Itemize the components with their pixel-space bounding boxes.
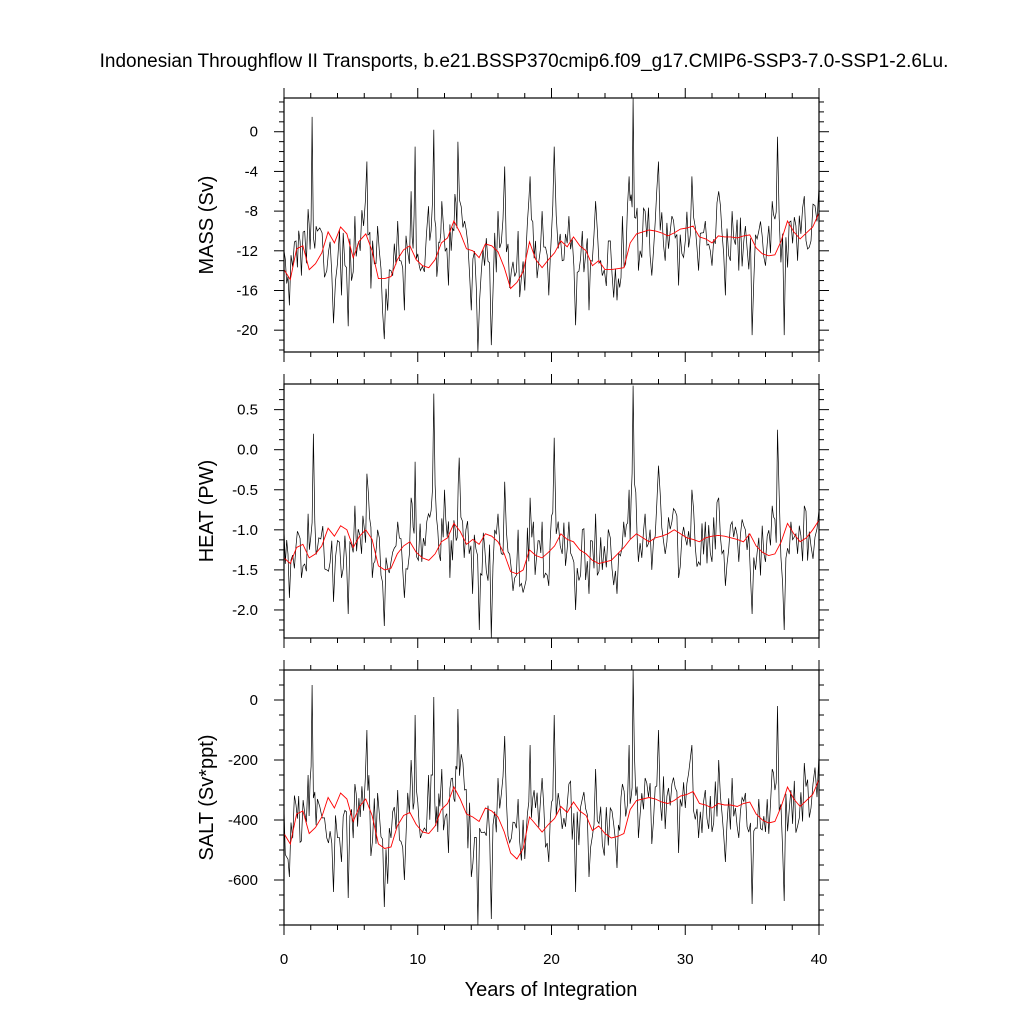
y-axis-label: HEAT (PW) xyxy=(196,460,218,563)
panel-1: 0.5 0.0 -0.5 -1.0 -1.5 -2.0 HEAT (PW) xyxy=(196,374,829,648)
y-axis-label: SALT (Sv*ppt) xyxy=(196,735,218,861)
y-tick-label: -1.5 xyxy=(232,562,258,579)
y-tick-label: -8 xyxy=(245,203,258,220)
y-tick-label: -2.0 xyxy=(232,602,258,619)
y-tick-label: -400 xyxy=(228,812,258,829)
x-axis-label: Years of Integration xyxy=(465,979,638,1001)
figure-title: Indonesian Throughflow II Transports, b.… xyxy=(100,51,949,72)
y-tick-label: 0 xyxy=(250,692,258,709)
monthly-series-line xyxy=(283,669,820,926)
monthly-series-line xyxy=(283,385,820,639)
panel-0: 0 -4 -8 -12 -16 -20 MASS (Sv) xyxy=(196,88,829,362)
y-tick-label: -1.0 xyxy=(232,522,258,539)
y-tick-label: 0.5 xyxy=(237,402,258,419)
plot-frame xyxy=(283,97,820,353)
annual-mean-line xyxy=(283,519,820,575)
panels: 0 -4 -8 -12 -16 -20 MASS (Sv) 0.5 0.0 -0.5 -1.0 -1.… xyxy=(196,88,829,968)
y-tick-label: -16 xyxy=(236,282,258,299)
x-tick-label: 10 xyxy=(409,951,426,968)
y-tick-label: -600 xyxy=(228,872,258,889)
annual-mean-line xyxy=(283,779,820,860)
x-tick-label: 30 xyxy=(677,951,694,968)
annual-mean-line xyxy=(283,212,820,290)
x-tick-label: 20 xyxy=(543,951,560,968)
y-tick-label: 0.0 xyxy=(237,442,258,459)
y-tick-label: -0.5 xyxy=(232,482,258,499)
y-tick-label: -4 xyxy=(245,163,258,180)
x-tick-label: 40 xyxy=(811,951,828,968)
y-tick-label: -12 xyxy=(236,243,258,260)
x-tick-label: 0 xyxy=(280,951,288,968)
plot-frame xyxy=(283,383,820,639)
panel-2: 0 -200 -400 -600 0 10 20 30 40 SALT (Sv*ppt) xyxy=(196,660,829,968)
y-axis-label: MASS (Sv) xyxy=(196,176,218,275)
monthly-series-line xyxy=(283,97,820,353)
y-tick-label: -20 xyxy=(236,322,258,339)
y-tick-label: -200 xyxy=(228,752,258,769)
y-tick-label: 0 xyxy=(250,124,258,141)
